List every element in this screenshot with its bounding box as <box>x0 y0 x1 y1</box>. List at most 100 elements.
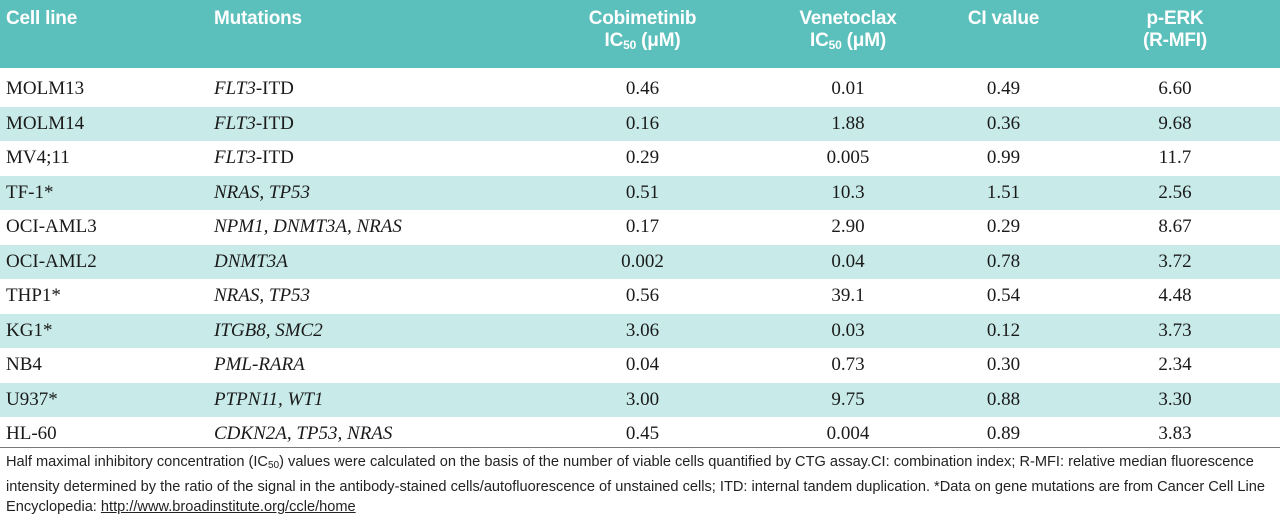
mutations-cell: NRAS, TP53 <box>208 176 526 211</box>
table-row: HL-60 CDKN2A, TP53, NRAS 0.45 0.004 0.89 3.83 <box>0 417 1280 452</box>
cobimetinib-ic50: 0.17 <box>625 216 660 238</box>
ci-value: 0.89 <box>986 423 1021 445</box>
venetoclax-ic50: 1.88 <box>831 112 865 134</box>
perk-value: 9.68 <box>1158 112 1192 134</box>
header-cobimetinib-sub: 50 <box>623 38 637 52</box>
table-row: TF-1* NRAS, TP53 0.51 10.3 1.51 2.56 <box>0 175 1280 211</box>
header-perk-title: p-ERK <box>1146 8 1204 29</box>
cobimetinib-ic50: 3.00 <box>625 388 660 410</box>
venetoclax-ic50: 10.3 <box>831 181 865 203</box>
perk-value: 3.30 <box>1158 388 1192 410</box>
header-venetoclax-title: Venetoclax <box>799 8 897 29</box>
ci-value: 0.78 <box>986 250 1021 272</box>
table-footnote: Half maximal inhibitory concentration (I… <box>6 452 1274 518</box>
cell-line-name: OCI-AML3 <box>6 216 97 238</box>
perk-value: 4.48 <box>1158 285 1192 307</box>
mutation-genes: PML-RARA <box>214 354 305 376</box>
cell-line-name: KG1* <box>6 319 53 341</box>
perk-value: 2.34 <box>1158 354 1192 376</box>
mutation-genes: FLT3 <box>214 147 256 169</box>
header-venetoclax: Venetoclax IC50 (μM) <box>759 0 937 68</box>
mutation-genes: PTPN11, WT1 <box>214 388 324 410</box>
mutations-cell: ITGB8, SMC2 <box>208 314 526 349</box>
table-row: MV4;11 FLT3-ITD 0.29 0.005 0.99 11.7 <box>0 141 1280 176</box>
mutation-genes: DNMT3A <box>214 250 288 272</box>
mutations-cell: NRAS, TP53 <box>208 279 526 314</box>
mutations-cell: FLT3-ITD <box>208 141 526 176</box>
cobimetinib-ic50: 0.51 <box>625 181 660 203</box>
table-row: NB4 PML-RARA 0.04 0.73 0.30 2.34 <box>0 348 1280 383</box>
ci-value: 0.12 <box>986 319 1021 341</box>
mutation-suffix: -ITD <box>255 112 294 134</box>
header-cobimetinib-ic: IC <box>604 30 624 51</box>
header-cobimetinib-unit: (μM) <box>636 30 681 51</box>
cell-line-name: U937* <box>6 388 58 410</box>
header-cell-line: Cell line <box>6 8 78 29</box>
ci-value: 0.29 <box>986 216 1021 238</box>
venetoclax-ic50: 0.005 <box>826 147 870 169</box>
ci-value: 0.88 <box>986 388 1021 410</box>
mutations-cell: PML-RARA <box>208 348 526 383</box>
cell-line-name: THP1* <box>6 285 61 307</box>
table-bottom-rule <box>0 447 1280 448</box>
cobimetinib-ic50: 0.16 <box>625 112 660 134</box>
venetoclax-ic50: 0.73 <box>831 354 865 376</box>
mutation-suffix: -ITD <box>255 147 294 169</box>
perk-value: 3.72 <box>1158 250 1192 272</box>
data-table-container: Cell line Mutations Cobimetinib IC50 (μM… <box>0 0 1280 452</box>
venetoclax-ic50: 0.04 <box>831 250 865 272</box>
venetoclax-ic50: 0.01 <box>831 78 865 100</box>
header-perk-unit: (R-MFI) <box>1142 30 1207 51</box>
table-row: MOLM14 FLT3-ITD 0.16 1.88 0.36 9.68 <box>0 106 1280 142</box>
perk-value: 3.73 <box>1158 319 1192 341</box>
cell-line-name: MOLM13 <box>6 78 85 100</box>
mutations-cell: FLT3-ITD <box>208 68 526 107</box>
header-perk: p-ERK (R-MFI) <box>1070 0 1280 68</box>
footnote-text-rest: ) values were calculated on the basis of… <box>6 454 1266 515</box>
table-row: U937* PTPN11, WT1 3.00 9.75 0.88 3.30 <box>0 382 1280 418</box>
table-row: OCI-AML3 NPM1, DNMT3A, NRAS 0.17 2.90 0.29 8.… <box>0 210 1280 245</box>
mutation-genes: CDKN2A, TP53, NRAS <box>214 423 393 445</box>
venetoclax-ic50: 2.90 <box>831 216 865 238</box>
header-ci-value: CI value <box>967 8 1040 29</box>
cell-line-name: MOLM14 <box>6 112 85 134</box>
cell-line-name: MV4;11 <box>6 147 70 169</box>
header-venetoclax-ic: IC <box>810 30 829 51</box>
header-cobimetinib-title: Cobimetinib <box>588 8 697 29</box>
ci-value: 0.99 <box>986 147 1021 169</box>
mutation-genes: FLT3 <box>214 78 256 100</box>
mutation-genes: NRAS, TP53 <box>214 181 311 203</box>
perk-value: 3.83 <box>1158 423 1192 445</box>
mutation-genes: FLT3 <box>214 112 256 134</box>
ci-value: 0.54 <box>986 285 1021 307</box>
ci-value: 0.49 <box>986 78 1021 100</box>
mutations-cell: CDKN2A, TP53, NRAS <box>208 417 526 452</box>
cell-line-name: NB4 <box>6 354 42 376</box>
perk-value: 2.56 <box>1158 181 1192 203</box>
cell-line-name: OCI-AML2 <box>6 250 97 272</box>
mutations-cell: PTPN11, WT1 <box>208 383 526 418</box>
table-header-row: Cell line Mutations Cobimetinib IC50 (μM… <box>0 0 1280 68</box>
cobimetinib-ic50: 0.29 <box>625 147 660 169</box>
ic50-table: Cell line Mutations Cobimetinib IC50 (μM… <box>0 0 1280 452</box>
ci-value: 0.36 <box>986 112 1021 134</box>
venetoclax-ic50: 0.03 <box>831 319 865 341</box>
header-mutations: Mutations <box>214 8 302 29</box>
mutations-cell: FLT3-ITD <box>208 107 526 142</box>
perk-value: 6.60 <box>1158 78 1192 100</box>
venetoclax-ic50: 39.1 <box>831 285 865 307</box>
mutations-cell: DNMT3A <box>208 245 526 280</box>
mutation-genes: NRAS, TP53 <box>214 285 311 307</box>
cell-line-name: TF-1* <box>6 181 54 203</box>
venetoclax-ic50: 0.004 <box>826 423 870 445</box>
table-row: MOLM13 FLT3-ITD 0.46 0.01 0.49 6.60 <box>0 68 1280 107</box>
cobimetinib-ic50: 0.46 <box>625 78 660 100</box>
cobimetinib-ic50: 0.002 <box>621 250 664 272</box>
ccle-link[interactable]: http://www.broadinstitute.org/ccle/home <box>100 499 356 515</box>
table-body: MOLM13 FLT3-ITD 0.46 0.01 0.49 6.60 MOLM14 FLT3… <box>0 68 1280 452</box>
mutations-cell: NPM1, DNMT3A, NRAS <box>208 210 526 245</box>
header-cobimetinib: Cobimetinib IC50 (μM) <box>526 0 759 68</box>
table-row: KG1* ITGB8, SMC2 3.06 0.03 0.12 3.73 <box>0 313 1280 349</box>
table-row: THP1* NRAS, TP53 0.56 39.1 0.54 4.48 <box>0 279 1280 314</box>
venetoclax-ic50: 9.75 <box>831 388 865 410</box>
